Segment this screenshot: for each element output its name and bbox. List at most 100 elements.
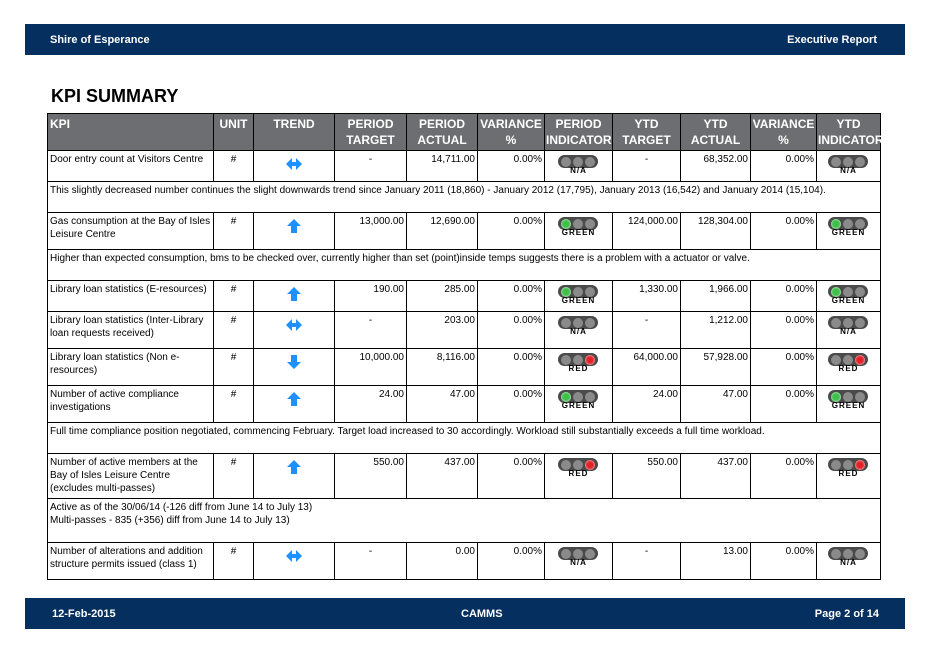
period-indicator-cell: GREEN bbox=[544, 212, 613, 250]
ytd-target-cell: 64,000.00 bbox=[612, 348, 681, 386]
traffic-light-icon: GREEN bbox=[557, 389, 601, 410]
variance-cell: 0.00% bbox=[477, 453, 545, 499]
col-period-indicator: PERIOD INDICATOR bbox=[544, 113, 613, 151]
period-actual-cell: 203.00 bbox=[406, 311, 478, 349]
traffic-light-icon: N/A bbox=[827, 315, 871, 336]
indicator-label: N/A bbox=[840, 327, 857, 336]
table-row: Gas consumption at the Bay of Isles Leis… bbox=[47, 212, 881, 250]
trend-cell bbox=[253, 453, 335, 499]
indicator-label: N/A bbox=[840, 558, 857, 567]
indicator-label: GREEN bbox=[561, 401, 596, 410]
col-ytd-indicator: YTD INDICATOR bbox=[816, 113, 884, 151]
kpi-name: Number of active compliance investigatio… bbox=[47, 385, 214, 423]
comment-row: Active as of the 30/06/14 (-126 diff fro… bbox=[47, 498, 881, 543]
trend-cell bbox=[253, 348, 335, 386]
up-arrow-icon bbox=[287, 392, 301, 406]
kpi-name: Door entry count at Visitors Centre bbox=[47, 150, 214, 182]
report-name: Executive Report bbox=[787, 34, 877, 46]
ytd-indicator-cell: GREEN bbox=[816, 385, 881, 423]
neutral-arrows-icon bbox=[286, 319, 302, 331]
traffic-light-icon: N/A bbox=[557, 546, 601, 567]
ytd-indicator-cell: GREEN bbox=[816, 280, 881, 312]
ytd-variance-cell: 0.00% bbox=[750, 212, 817, 250]
period-target-cell: - bbox=[334, 311, 407, 349]
trend-cell bbox=[253, 150, 335, 182]
indicator-label: RED bbox=[838, 469, 859, 478]
comment-line: Active as of the 30/06/14 (-126 diff fro… bbox=[50, 502, 313, 513]
ytd-target-cell: - bbox=[612, 311, 681, 349]
ytd-indicator-cell: N/A bbox=[816, 150, 881, 182]
traffic-light-icon: RED bbox=[557, 457, 601, 478]
table-row: Number of alterations and addition struc… bbox=[47, 542, 881, 580]
col-kpi: KPI bbox=[47, 113, 214, 151]
period-target-cell: - bbox=[334, 542, 407, 580]
traffic-light-icon: N/A bbox=[557, 315, 601, 336]
table-row: Library loan statistics (E-resources) #19… bbox=[47, 280, 881, 312]
ytd-actual-cell: 128,304.00 bbox=[680, 212, 751, 250]
ytd-target-cell: 24.00 bbox=[612, 385, 681, 423]
unit-cell: # bbox=[213, 311, 254, 349]
kpi-name: Number of active members at the Bay of I… bbox=[47, 453, 214, 499]
indicator-label: RED bbox=[568, 469, 589, 478]
variance-cell: 0.00% bbox=[477, 542, 545, 580]
kpi-name: Library loan statistics (Inter-Library l… bbox=[47, 311, 214, 349]
indicator-label: N/A bbox=[570, 166, 587, 175]
ytd-target-cell: - bbox=[612, 150, 681, 182]
kpi-comment: Active as of the 30/06/14 (-126 diff fro… bbox=[47, 498, 881, 543]
traffic-light-icon: GREEN bbox=[557, 284, 601, 305]
comment-row: Full time compliance position negotiated… bbox=[47, 422, 881, 454]
variance-cell: 0.00% bbox=[477, 348, 545, 386]
table-row: Number of active members at the Bay of I… bbox=[47, 453, 881, 499]
footer-center: CAMMS bbox=[461, 608, 503, 620]
unit-cell: # bbox=[213, 542, 254, 580]
indicator-label: GREEN bbox=[831, 296, 866, 305]
col-ytd-target: YTD TARGET bbox=[612, 113, 681, 151]
kpi-name: Number of alterations and addition struc… bbox=[47, 542, 214, 580]
ytd-indicator-cell: N/A bbox=[816, 542, 881, 580]
unit-cell: # bbox=[213, 150, 254, 182]
footer-page: Page 2 of 14 bbox=[814, 608, 879, 620]
traffic-light-icon: GREEN bbox=[827, 389, 871, 410]
footer-date: 12-Feb-2015 bbox=[52, 608, 116, 620]
unit-cell: # bbox=[213, 280, 254, 312]
indicator-label: GREEN bbox=[831, 228, 866, 237]
indicator-label: N/A bbox=[570, 558, 587, 567]
header-band: Shire of Esperance Executive Report bbox=[25, 24, 905, 55]
ytd-variance-cell: 0.00% bbox=[750, 311, 817, 349]
kpi-table: KPI UNIT TREND PERIOD TARGET PERIOD ACTU… bbox=[47, 113, 884, 580]
unit-cell: # bbox=[213, 348, 254, 386]
trend-cell bbox=[253, 212, 335, 250]
kpi-comment: Higher than expected consumption, bms to… bbox=[47, 249, 881, 281]
traffic-light-icon: GREEN bbox=[557, 216, 601, 237]
traffic-light-icon: RED bbox=[827, 352, 871, 373]
ytd-variance-cell: 0.00% bbox=[750, 280, 817, 312]
ytd-target-cell: 1,330.00 bbox=[612, 280, 681, 312]
neutral-arrows-icon bbox=[286, 550, 302, 562]
ytd-actual-cell: 68,352.00 bbox=[680, 150, 751, 182]
neutral-arrows-icon bbox=[286, 158, 302, 170]
kpi-comment: This slightly decreased number continues… bbox=[47, 181, 881, 213]
up-arrow-icon bbox=[287, 287, 301, 301]
col-variance: VARIANCE % bbox=[477, 113, 545, 151]
ytd-variance-cell: 0.00% bbox=[750, 348, 817, 386]
col-ytd-variance: VARIANCE % bbox=[750, 113, 817, 151]
ytd-variance-cell: 0.00% bbox=[750, 150, 817, 182]
period-actual-cell: 8,116.00 bbox=[406, 348, 478, 386]
traffic-light-icon: N/A bbox=[827, 154, 871, 175]
ytd-actual-cell: 1,212.00 bbox=[680, 311, 751, 349]
period-actual-cell: 47.00 bbox=[406, 385, 478, 423]
variance-cell: 0.00% bbox=[477, 212, 545, 250]
period-actual-cell: 285.00 bbox=[406, 280, 478, 312]
ytd-variance-cell: 0.00% bbox=[750, 385, 817, 423]
trend-cell bbox=[253, 311, 335, 349]
period-target-cell: 10,000.00 bbox=[334, 348, 407, 386]
indicator-label: GREEN bbox=[561, 296, 596, 305]
traffic-light-icon: GREEN bbox=[827, 216, 871, 237]
footer-band: 12-Feb-2015 CAMMS Page 2 of 14 bbox=[25, 598, 905, 629]
indicator-label: GREEN bbox=[831, 401, 866, 410]
traffic-light-icon: N/A bbox=[557, 154, 601, 175]
ytd-actual-cell: 13.00 bbox=[680, 542, 751, 580]
col-period-actual: PERIOD ACTUAL bbox=[406, 113, 478, 151]
ytd-indicator-cell: RED bbox=[816, 453, 881, 499]
comment-row: This slightly decreased number continues… bbox=[47, 181, 881, 213]
